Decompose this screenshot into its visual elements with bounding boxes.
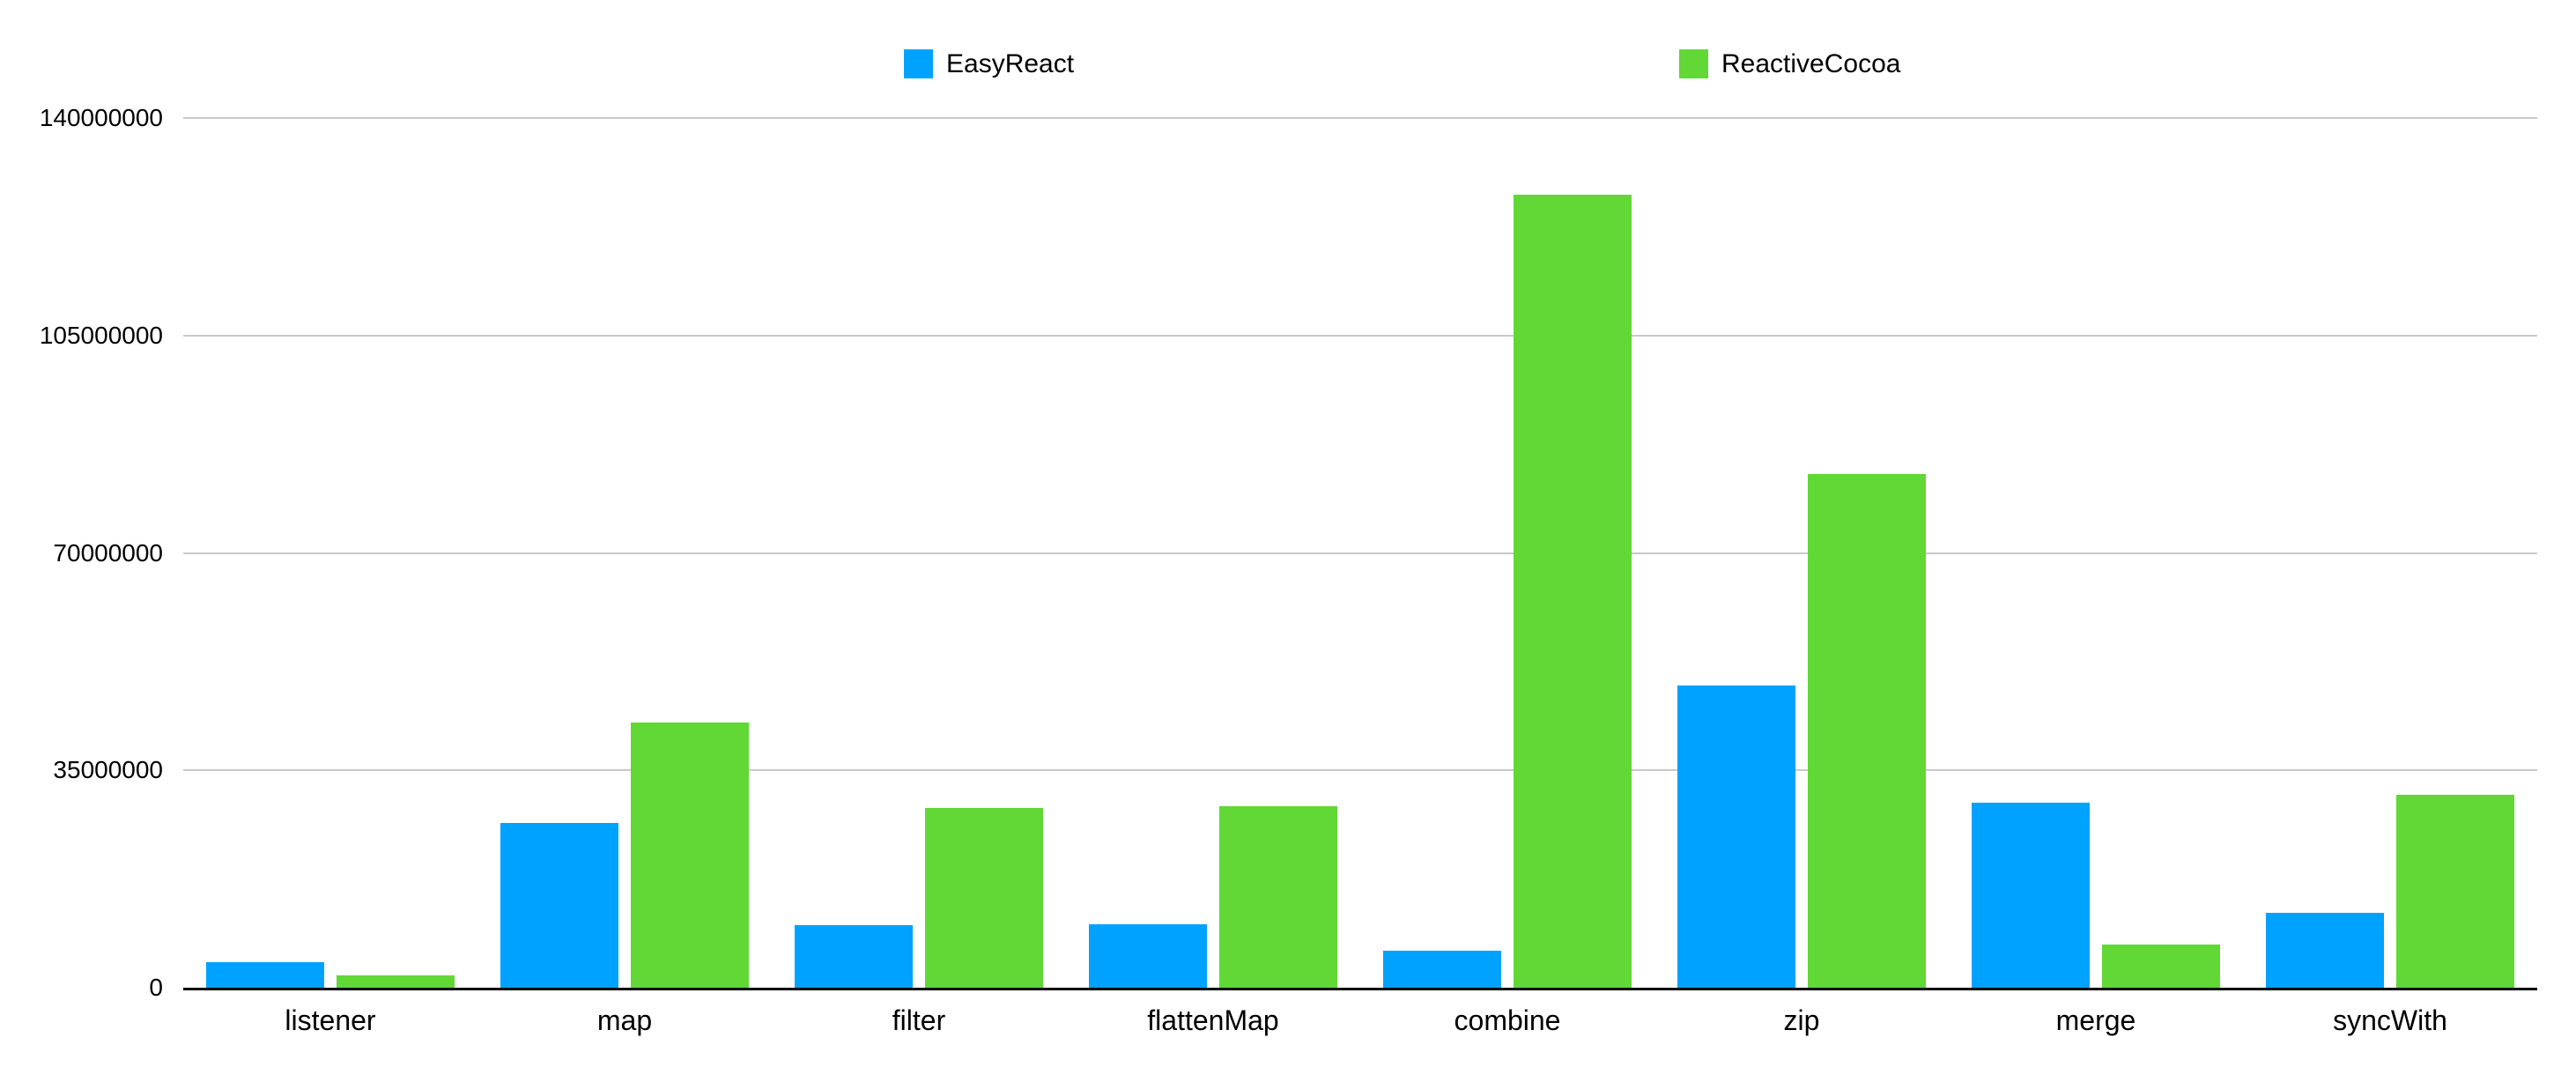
x-label-zip: zip bbox=[1783, 1004, 1820, 1036]
gridline-70000000 bbox=[183, 552, 2537, 554]
y-tick-35000000: 35000000 bbox=[53, 756, 163, 784]
bar-reactivecocoa-flattenMap bbox=[1219, 806, 1337, 988]
x-label-combine: combine bbox=[1454, 1004, 1561, 1036]
y-tick-140000000: 140000000 bbox=[39, 104, 163, 131]
bar-easyreact-listener bbox=[206, 962, 324, 988]
y-tick-70000000: 70000000 bbox=[53, 538, 163, 567]
bar-reactivecocoa-map bbox=[631, 723, 749, 988]
bar-easyreact-filter bbox=[795, 925, 913, 988]
bar-easyreact-flattenMap bbox=[1089, 924, 1207, 988]
x-axis-line bbox=[183, 988, 2537, 990]
legend-label-reactivecocoa: ReactiveCocoa bbox=[1721, 49, 1901, 78]
bar-easyreact-syncWith bbox=[2266, 913, 2384, 988]
gridline-35000000 bbox=[183, 769, 2537, 772]
bar-reactivecocoa-merge bbox=[2102, 945, 2220, 988]
legend-swatch-easyreact bbox=[904, 49, 933, 78]
x-label-merge: merge bbox=[2055, 1004, 2136, 1036]
bar-reactivecocoa-listener bbox=[337, 975, 455, 988]
bar-easyreact-zip bbox=[1677, 686, 1795, 988]
legend-swatch-reactivecocoa bbox=[1679, 49, 1708, 78]
x-label-flattenMap: flattenMap bbox=[1147, 1004, 1279, 1036]
legend-item-reactivecocoa: ReactiveCocoa bbox=[1679, 49, 1900, 78]
bar-reactivecocoa-filter bbox=[925, 808, 1043, 988]
legend-item-easyreact: EasyReact bbox=[904, 49, 1074, 78]
bar-reactivecocoa-combine bbox=[1514, 195, 1632, 988]
bar-reactivecocoa-syncWith bbox=[2396, 795, 2514, 988]
y-tick-0: 0 bbox=[149, 974, 163, 1001]
bar-easyreact-map bbox=[500, 823, 618, 988]
gridline-140000000 bbox=[183, 117, 2537, 119]
bar-reactivecocoa-zip bbox=[1808, 474, 1926, 988]
y-tick-105000000: 105000000 bbox=[39, 321, 163, 349]
x-label-syncWith: syncWith bbox=[2333, 1004, 2447, 1036]
x-label-filter: filter bbox=[892, 1004, 946, 1036]
bar-easyreact-combine bbox=[1383, 951, 1501, 988]
bar-easyreact-merge bbox=[1972, 803, 2090, 988]
gridline-105000000 bbox=[183, 334, 2537, 337]
x-label-map: map bbox=[596, 1004, 653, 1036]
legend-label-easyreact: EasyReact bbox=[946, 49, 1075, 78]
x-label-listener: listener bbox=[285, 1004, 376, 1036]
